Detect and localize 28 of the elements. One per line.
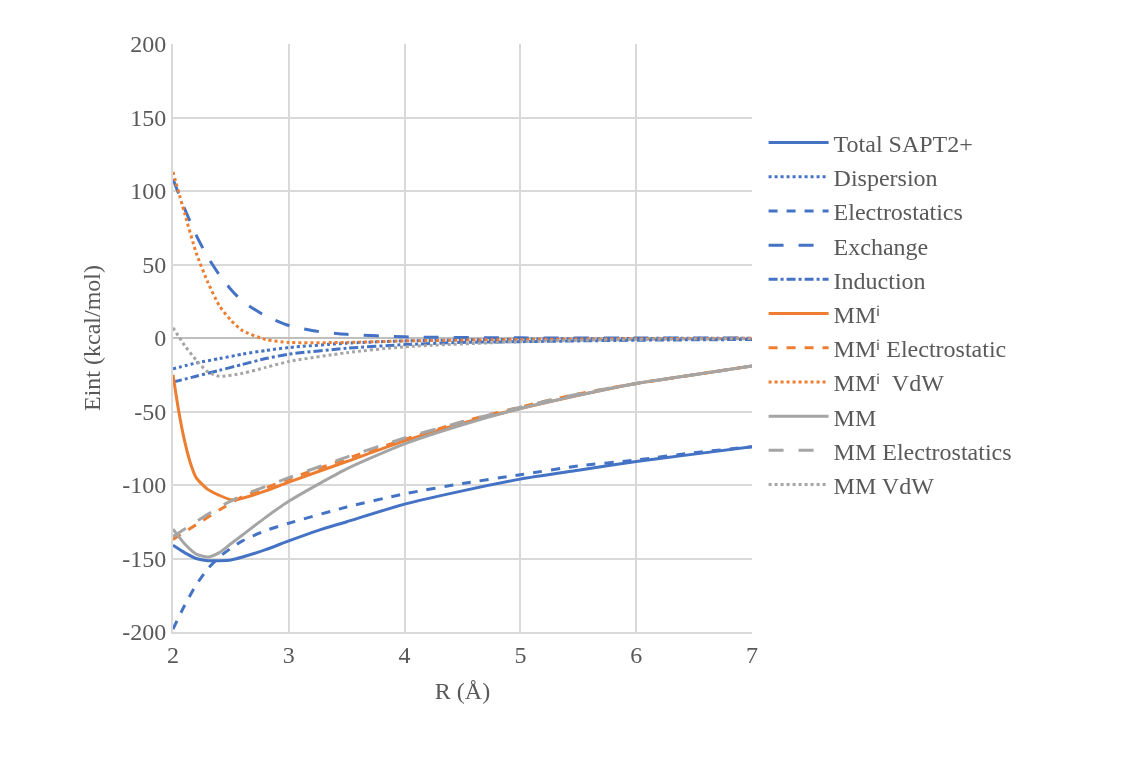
y-tick-label: 200 bbox=[130, 31, 167, 58]
x-axis-title: R (Å) bbox=[434, 677, 491, 704]
y-tick-label: 50 bbox=[142, 251, 167, 278]
y-tick-label: -100 bbox=[122, 472, 167, 499]
y-tick-label: 0 bbox=[154, 325, 167, 352]
x-tick-label: 2 bbox=[167, 641, 179, 668]
legend-label: MM VdW bbox=[833, 472, 935, 499]
x-tick-label: 5 bbox=[514, 641, 527, 668]
legend-label: MMⁱ bbox=[833, 301, 881, 328]
legend-label: Total SAPT2+ bbox=[833, 130, 973, 157]
legend-label: MM bbox=[833, 404, 877, 431]
legend-label: MMⁱ Electrostatic bbox=[833, 336, 1007, 363]
x-tick-label: 4 bbox=[398, 641, 411, 668]
x-tick-label: 7 bbox=[746, 641, 758, 668]
legend-label: Dispersion bbox=[833, 165, 938, 192]
y-tick-label: -50 bbox=[134, 398, 167, 425]
legend-label: Exchange bbox=[833, 233, 929, 260]
y-tick-label: -200 bbox=[122, 619, 167, 646]
y-axis-title: Eint (kcal/mol) bbox=[78, 265, 105, 411]
legend-label: MM Electrostatics bbox=[833, 438, 1012, 465]
x-tick-label: 6 bbox=[630, 641, 643, 668]
legend-label: Electrostatics bbox=[833, 199, 963, 226]
legend-label: MMⁱ VdW bbox=[833, 370, 945, 397]
y-tick-label: -150 bbox=[122, 545, 167, 572]
y-tick-label: 100 bbox=[130, 178, 167, 205]
x-tick-label: 3 bbox=[282, 641, 295, 668]
y-tick-label: 150 bbox=[130, 104, 167, 131]
legend-label: Induction bbox=[833, 267, 926, 294]
